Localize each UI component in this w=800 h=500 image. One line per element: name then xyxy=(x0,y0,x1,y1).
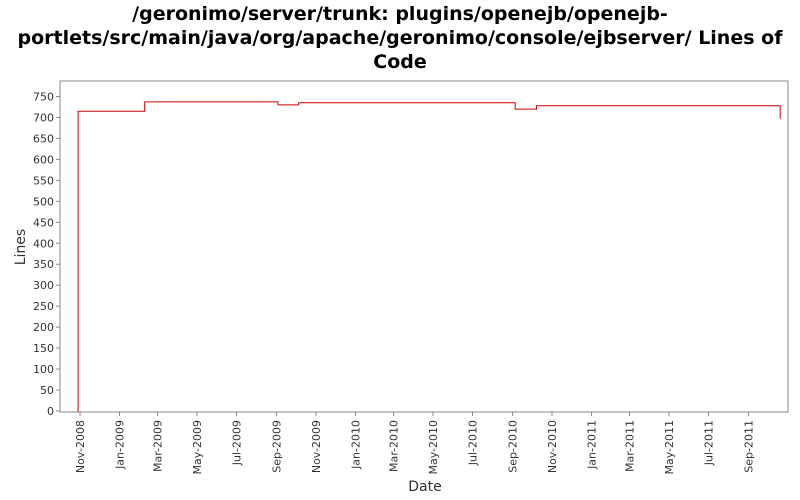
x-tick-label: Jan-2010 xyxy=(349,420,362,470)
y-tick-label: 150 xyxy=(33,342,54,355)
x-tick-label: Sep-2011 xyxy=(743,420,756,473)
plot-area xyxy=(59,80,789,413)
chart-title-line-2: portlets/src/main/java/org/apache/geroni… xyxy=(17,27,783,49)
chart-title-line-3: Code xyxy=(373,51,427,73)
x-tick-label: May-2010 xyxy=(427,420,440,475)
y-tick-label: 0 xyxy=(47,405,54,418)
x-axis: Nov-2008 Jan-2009 Mar-2009 May-2009 Jul-2009… xyxy=(74,412,756,475)
series-layer xyxy=(77,101,781,412)
y-tick-label: 750 xyxy=(33,90,54,103)
x-tick-label: Jul-2009 xyxy=(231,420,244,466)
x-tick-label: Sep-2010 xyxy=(507,420,520,473)
y-tick-label: 300 xyxy=(33,279,54,292)
chart-title: /geronimo/server/trunk: plugins/openejb/… xyxy=(0,2,800,74)
x-tick-label: Mar-2009 xyxy=(152,420,165,472)
x-tick-label: Jul-2011 xyxy=(702,420,715,466)
x-tick-label: Jul-2010 xyxy=(466,420,479,466)
y-tick-label: 350 xyxy=(33,258,54,271)
x-tick-label: Nov-2010 xyxy=(546,420,559,473)
x-tick-label: Jan-2009 xyxy=(113,420,126,470)
y-tick-label: 650 xyxy=(33,132,54,145)
lines-of-code-series xyxy=(77,101,781,412)
y-axis: 0 50 100 150 200 250 300 350 400 450 500 550 600 650 7… xyxy=(33,90,60,418)
y-tick-label: 50 xyxy=(40,384,54,397)
x-tick-label: Jan-2011 xyxy=(585,420,598,470)
x-tick-label: May-2009 xyxy=(191,420,204,475)
x-axis-label: Date xyxy=(408,479,441,495)
y-tick-label: 250 xyxy=(33,300,54,313)
y-tick-label: 450 xyxy=(33,216,54,229)
y-tick-label: 500 xyxy=(33,195,54,208)
x-tick-label: Nov-2008 xyxy=(74,420,87,473)
y-tick-label: 700 xyxy=(33,111,54,124)
y-tick-label: 100 xyxy=(33,363,54,376)
x-tick-label: May-2011 xyxy=(663,420,676,475)
y-tick-label: 600 xyxy=(33,153,54,166)
y-tick-label: 550 xyxy=(33,174,54,187)
y-tick-label: 200 xyxy=(33,321,54,334)
x-tick-label: Mar-2010 xyxy=(388,420,401,472)
x-tick-label: Sep-2009 xyxy=(271,420,284,473)
x-tick-label: Nov-2009 xyxy=(310,420,323,473)
y-axis-label: Lines xyxy=(13,229,29,265)
y-tick-label: 400 xyxy=(33,237,54,250)
x-tick-label: Mar-2011 xyxy=(624,420,637,472)
chart-title-line-1: /geronimo/server/trunk: plugins/openejb/… xyxy=(132,3,668,25)
